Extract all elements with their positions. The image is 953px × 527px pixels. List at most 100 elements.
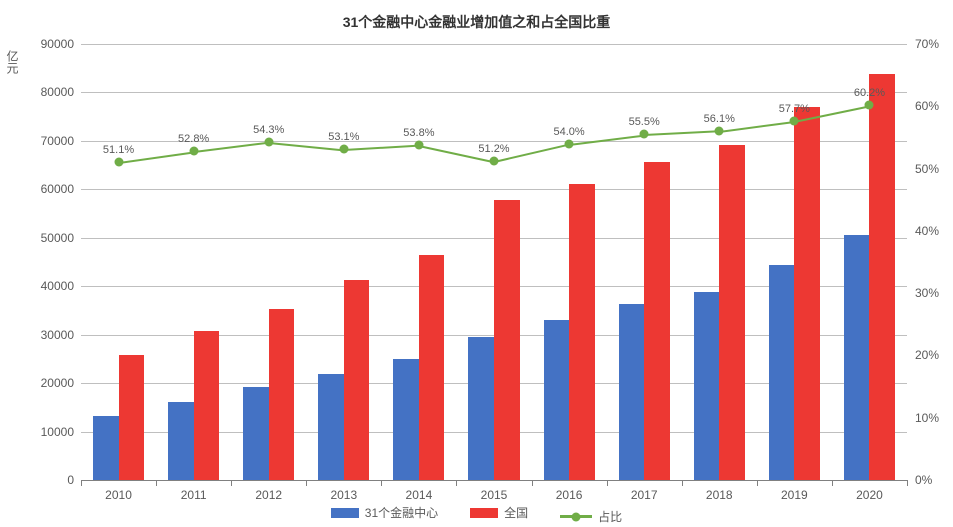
y-left-tick: 0 [26, 473, 74, 487]
bar [269, 309, 295, 480]
x-tick-mark [81, 480, 82, 486]
y-left-tick: 90000 [26, 37, 74, 51]
line-marker [490, 157, 499, 166]
data-label: 56.1% [704, 113, 735, 125]
legend-swatch [470, 508, 498, 518]
x-tick-label: 2020 [856, 488, 883, 502]
data-label: 55.5% [629, 116, 660, 128]
data-label: 51.2% [478, 143, 509, 155]
y-right-tick: 50% [915, 162, 939, 176]
y-left-tick: 70000 [26, 134, 74, 148]
y-left-tick: 60000 [26, 182, 74, 196]
x-tick-mark [682, 480, 683, 486]
y-right-tick: 70% [915, 37, 939, 51]
bar [869, 74, 895, 480]
line-marker [189, 147, 198, 156]
bar [168, 402, 194, 480]
x-tick-label: 2018 [706, 488, 733, 502]
line-segment [644, 131, 719, 137]
bar [769, 265, 795, 480]
bar [468, 337, 494, 480]
legend-item: 占比 [560, 508, 622, 525]
x-tick-mark [306, 480, 307, 486]
data-label: 54.0% [553, 126, 584, 138]
y-left-tick: 80000 [26, 85, 74, 99]
y-left-tick: 40000 [26, 279, 74, 293]
line-marker [414, 140, 423, 149]
y-right-tick: 40% [915, 224, 939, 238]
bar [844, 235, 870, 480]
x-tick-mark [456, 480, 457, 486]
bar [569, 184, 595, 480]
bar [644, 162, 670, 480]
bar [544, 320, 570, 480]
x-tick-label: 2019 [781, 488, 808, 502]
bar [794, 107, 820, 480]
y-right-tick: 10% [915, 411, 939, 425]
data-label: 60.2% [854, 87, 885, 99]
x-tick-mark [907, 480, 908, 486]
line-marker [264, 137, 273, 146]
x-tick-mark [231, 480, 232, 486]
bar [694, 292, 720, 480]
legend-line-icon [560, 515, 592, 518]
gridline [81, 44, 907, 45]
plot-area: 0100002000030000400005000060000700008000… [81, 44, 907, 480]
bar [318, 374, 344, 480]
x-axis-line [81, 480, 907, 481]
y-left-tick: 50000 [26, 231, 74, 245]
x-tick-label: 2014 [406, 488, 433, 502]
bar [494, 200, 520, 480]
legend-label: 31个金融中心 [365, 504, 438, 521]
y-left-tick: 10000 [26, 425, 74, 439]
x-tick-mark [757, 480, 758, 486]
line-marker [640, 130, 649, 139]
line-segment [344, 145, 419, 151]
line-marker [114, 157, 123, 166]
data-label: 53.1% [328, 131, 359, 143]
x-tick-label: 2015 [481, 488, 508, 502]
line-marker [565, 139, 574, 148]
bar [119, 355, 145, 480]
legend-item: 31个金融中心 [331, 504, 438, 521]
chart-title: 31个金融中心金融业增加值之和占全国比重 [0, 12, 953, 32]
data-label: 53.8% [403, 127, 434, 139]
y-right-tick: 20% [915, 348, 939, 362]
y-left-tick: 20000 [26, 376, 74, 390]
bar [619, 304, 645, 480]
x-tick-label: 2016 [556, 488, 583, 502]
data-label: 57.7% [779, 103, 810, 115]
legend-label: 占比 [598, 508, 622, 525]
y-left-tick: 30000 [26, 328, 74, 342]
x-tick-mark [156, 480, 157, 486]
x-tick-mark [532, 480, 533, 486]
line-marker [339, 145, 348, 154]
y-right-tick: 60% [915, 99, 939, 113]
bar [194, 331, 220, 480]
chart-legend: 31个金融中心 全国 占比 [0, 504, 953, 525]
legend-label: 全国 [504, 504, 528, 521]
bar [393, 359, 419, 480]
bar [344, 280, 370, 480]
x-tick-label: 2010 [105, 488, 132, 502]
data-label: 51.1% [103, 144, 134, 156]
legend-item: 全国 [470, 504, 528, 521]
gridline [81, 92, 907, 93]
x-tick-mark [381, 480, 382, 486]
legend-swatch [331, 508, 359, 518]
line-marker [715, 126, 724, 135]
bar [719, 145, 745, 480]
chart-container: 31个金融中心金融业增加值之和占全国比重 亿元 0100002000030000… [0, 0, 953, 527]
data-label: 52.8% [178, 133, 209, 145]
x-tick-label: 2011 [181, 488, 207, 502]
x-tick-label: 2013 [330, 488, 357, 502]
bar [419, 255, 445, 480]
x-tick-label: 2012 [255, 488, 282, 502]
data-label: 54.3% [253, 124, 284, 136]
line-marker [865, 101, 874, 110]
x-tick-label: 2017 [631, 488, 658, 502]
y-axis-left-label: 亿元 [4, 50, 21, 74]
bar [243, 387, 269, 480]
x-tick-mark [607, 480, 608, 486]
x-tick-mark [832, 480, 833, 486]
